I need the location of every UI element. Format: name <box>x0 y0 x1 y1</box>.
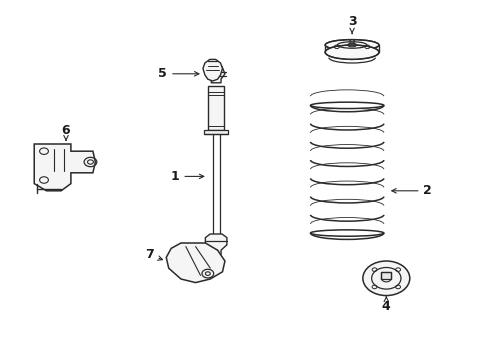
Bar <box>381 272 390 279</box>
Text: 6: 6 <box>61 124 70 140</box>
Text: 7: 7 <box>144 248 162 261</box>
Text: 1: 1 <box>170 170 203 183</box>
Circle shape <box>362 261 409 296</box>
Ellipse shape <box>325 40 378 50</box>
Bar <box>204 130 227 134</box>
Ellipse shape <box>310 230 383 236</box>
Polygon shape <box>205 234 226 255</box>
Ellipse shape <box>325 45 378 59</box>
Text: 2: 2 <box>391 184 431 197</box>
Polygon shape <box>34 144 95 191</box>
Bar <box>208 86 224 130</box>
Polygon shape <box>203 59 222 81</box>
Text: 3: 3 <box>347 15 356 34</box>
Text: 5: 5 <box>158 67 199 80</box>
Polygon shape <box>166 243 224 283</box>
Polygon shape <box>207 63 224 83</box>
Ellipse shape <box>310 102 383 109</box>
Text: 4: 4 <box>381 297 390 313</box>
